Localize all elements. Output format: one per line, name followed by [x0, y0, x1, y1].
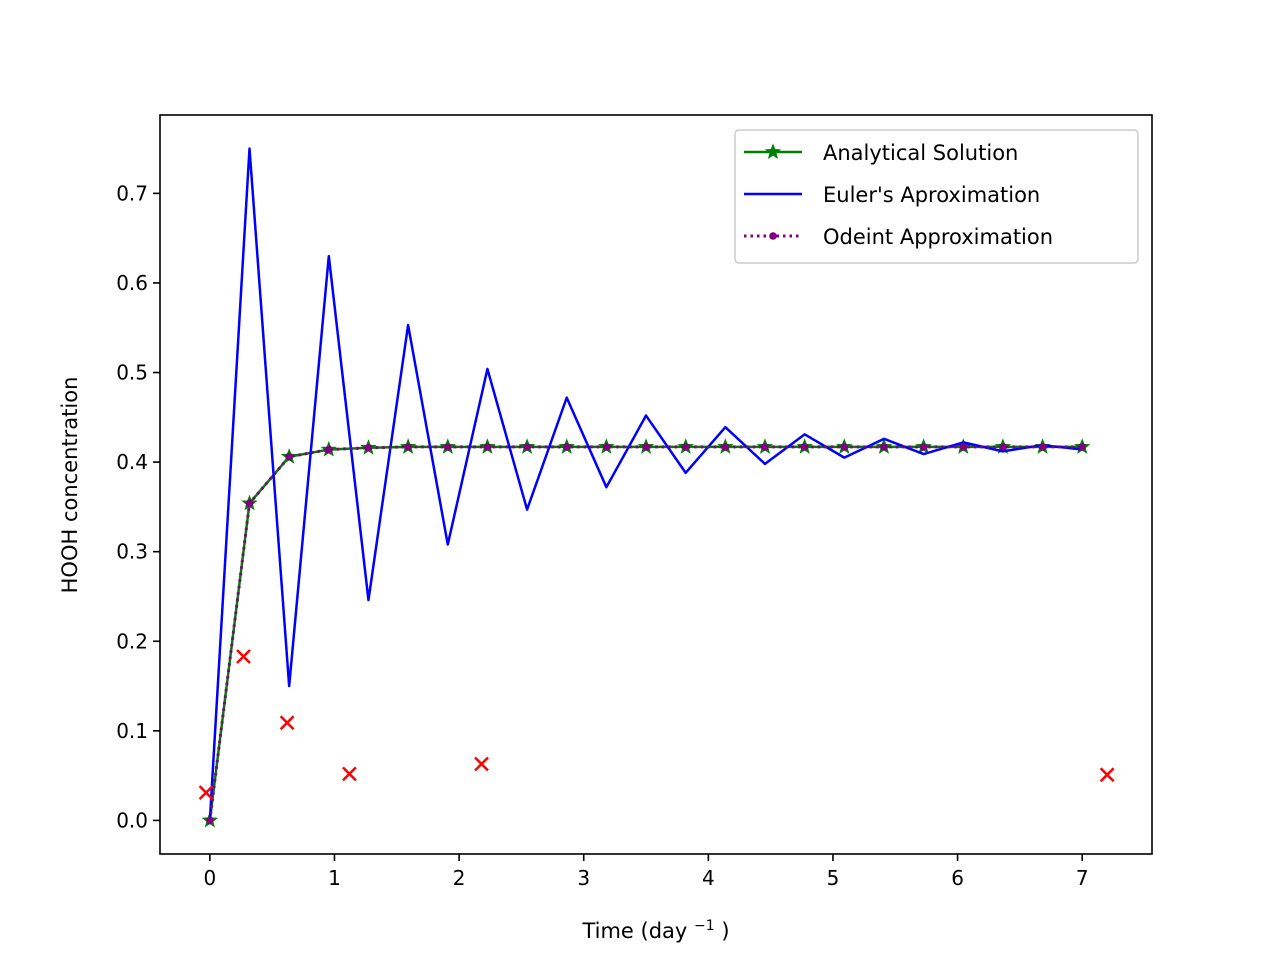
- scatter-point-stroke: [342, 766, 357, 782]
- y-tick-label: 0.3: [116, 540, 148, 564]
- series-marker: [1038, 443, 1047, 451]
- legend-label: Euler's Aproximation: [823, 183, 1040, 207]
- series-marker: [523, 443, 531, 451]
- axes: 0 1 2 3 4 5 6 7 0.0 0.1 0.2 0.3 0.4 0.5 0.6 0.7: [116, 114, 1153, 890]
- series-marker: [880, 443, 888, 451]
- legend-entry-2: Euler's Aproximation: [744, 183, 1040, 207]
- y-tick-label: 0.1: [116, 719, 148, 743]
- x-tick-label: 4: [702, 866, 715, 890]
- series-marker: [681, 443, 690, 451]
- legend-frame: [734, 129, 1139, 264]
- x-tick-label: 7: [1076, 866, 1089, 890]
- legend-label: Odeint Approximation: [823, 225, 1053, 249]
- series-marker: [562, 443, 571, 451]
- axes-frame: [159, 114, 1153, 855]
- x-tick-label: 2: [453, 866, 466, 890]
- series-marker: [800, 443, 809, 451]
- scatter-point: [342, 766, 357, 782]
- series-marker: [285, 452, 293, 461]
- x-tick-label: 6: [951, 866, 964, 890]
- scatter-point: [279, 715, 295, 731]
- x-tick-label: 5: [827, 866, 840, 890]
- series-marker: [1078, 443, 1087, 451]
- series-marker: [443, 443, 452, 451]
- legend-label: Analytical Solution: [823, 141, 1018, 165]
- series-marker: [245, 499, 254, 508]
- legend: Analytical Solution Euler's Aproximation O…: [734, 129, 1139, 264]
- y-tick-label: 0.2: [116, 629, 148, 653]
- scatter-point-stroke: [1099, 767, 1115, 783]
- x-tick-label: 3: [577, 866, 590, 890]
- y-tick-label: 0.4: [116, 450, 148, 474]
- y-axis-label: HOOH concentration: [58, 377, 82, 594]
- series-3: [206, 443, 1087, 825]
- scatter-point: [198, 785, 214, 801]
- scatter-point-stroke: [279, 715, 295, 731]
- series-line: [208, 445, 1083, 821]
- y-tick-label: 0.5: [116, 361, 148, 385]
- plot-area: [198, 147, 1115, 828]
- x-axis-label-main: Time (day: [581, 919, 687, 943]
- scatter-series: [198, 649, 1115, 801]
- scatter-point-stroke: [236, 649, 251, 664]
- series-2: [208, 147, 1083, 821]
- series-marker: [840, 443, 849, 451]
- scatter-point: [1099, 767, 1115, 783]
- legend-marker: [764, 143, 782, 159]
- legend-entry-3: Odeint Approximation: [744, 225, 1053, 249]
- y-tick-label: 0.6: [116, 271, 148, 295]
- scatter-point: [474, 756, 489, 772]
- series-marker: [919, 443, 928, 451]
- y-tick-label: 0.0: [116, 808, 148, 832]
- y-tick-label: 0.7: [116, 181, 148, 205]
- x-tick-label: 1: [328, 866, 341, 890]
- x-axis-label: Time (day −1 ): [581, 918, 729, 943]
- series-marker: [959, 443, 968, 451]
- series-marker: [761, 443, 769, 451]
- series-line: [208, 147, 1083, 821]
- scatter-point-stroke: [474, 756, 489, 772]
- series-marker: [642, 443, 650, 451]
- series-marker: [999, 443, 1007, 451]
- legend-entry-1: Analytical Solution: [744, 141, 1018, 165]
- series-1: [201, 438, 1091, 828]
- x-axis-label-close: ): [721, 919, 729, 943]
- scatter-point-stroke: [198, 785, 214, 801]
- series-marker: [364, 443, 373, 452]
- x-tick-label: 0: [203, 866, 216, 890]
- series-line: [208, 445, 1083, 821]
- series-marker: [206, 816, 214, 825]
- series-marker: [404, 443, 412, 451]
- series-marker: [721, 443, 730, 451]
- legend-marker: [769, 232, 777, 240]
- series-marker: [483, 443, 492, 451]
- scatter-point: [236, 649, 251, 664]
- x-axis-label-superscript: −1: [694, 918, 715, 934]
- series-marker: [325, 445, 333, 454]
- series-marker: [602, 443, 611, 451]
